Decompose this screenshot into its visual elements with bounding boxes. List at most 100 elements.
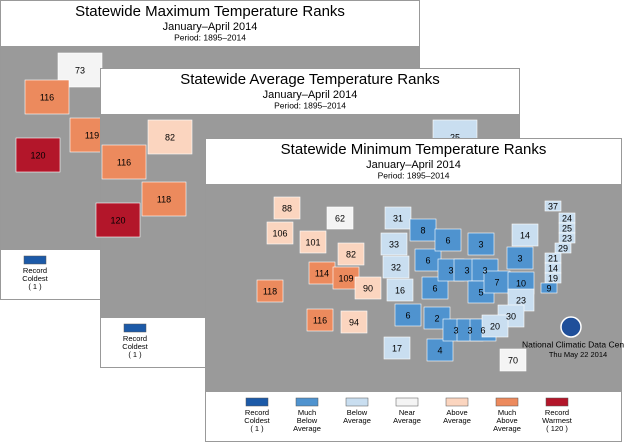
state-rank: 37 <box>548 201 558 211</box>
state-rank: 8 <box>420 225 425 235</box>
state-rank: 24 <box>562 213 572 223</box>
state-rank: 6 <box>405 310 410 320</box>
card-title: Statewide Maximum Temperature Ranks <box>75 3 345 20</box>
state-rank: 70 <box>508 355 518 365</box>
state <box>386 278 414 302</box>
state-rank: 10 <box>516 278 526 288</box>
legend-label: Much <box>498 408 516 417</box>
state-rank: 114 <box>315 268 329 278</box>
state-rank: 73 <box>75 65 85 75</box>
legend-label: Above <box>446 408 467 417</box>
state-rank: 120 <box>110 215 125 225</box>
legend-label: Record <box>23 266 47 275</box>
legend-label: Warmest <box>542 416 573 425</box>
state <box>499 348 527 372</box>
state <box>506 246 534 270</box>
legend-label: Near <box>399 408 416 417</box>
legend-label: ( 120 ) <box>546 424 568 433</box>
state <box>380 232 408 256</box>
state-rank: 9 <box>546 283 551 293</box>
state-rank: 6 <box>445 235 450 245</box>
legend-label: ( 1 ) <box>28 282 42 291</box>
card-title: Statewide Minimum Temperature Ranks <box>281 141 547 158</box>
state <box>326 206 354 230</box>
legend-label: Average <box>393 416 421 425</box>
state <box>337 242 365 266</box>
state <box>554 242 572 254</box>
state-rank: 3 <box>478 239 483 249</box>
legend-label: Coldest <box>22 274 48 283</box>
legend-label: Coldest <box>122 342 148 351</box>
state-rank: 25 <box>450 132 460 142</box>
legend-swatch <box>495 397 519 407</box>
state-rank: 14 <box>548 263 558 273</box>
credit: Thu May 22 2014 <box>549 350 607 359</box>
state <box>266 221 294 245</box>
state-rank: 82 <box>165 132 175 142</box>
card-period: Period: 1895–2014 <box>174 32 246 42</box>
state-rank: 3 <box>448 265 453 275</box>
state <box>299 230 327 254</box>
state <box>24 79 70 115</box>
state-rank: 19 <box>548 273 558 283</box>
state-rank: 6 <box>425 255 430 265</box>
state-rank: 7 <box>494 277 499 287</box>
state-rank: 23 <box>516 295 526 305</box>
state-rank: 25 <box>562 223 572 233</box>
state-rank: 4 <box>437 345 442 355</box>
legend-label: Below <box>297 416 318 425</box>
state <box>540 282 558 294</box>
logo <box>560 316 582 338</box>
legend-swatch <box>445 397 469 407</box>
state <box>481 314 509 338</box>
state-rank: 29 <box>558 243 568 253</box>
legend-swatch <box>345 397 369 407</box>
legend-label: Record <box>245 408 269 417</box>
map-card: Statewide Minimum Temperature RanksJanua… <box>205 138 624 442</box>
state-rank: 3 <box>482 265 487 275</box>
legend-label: Average <box>493 424 521 433</box>
legend-label: ( 1 ) <box>128 350 142 359</box>
state-rank: 109 <box>338 273 353 283</box>
legend-label: Record <box>545 408 569 417</box>
state-rank: 62 <box>335 213 345 223</box>
card-subtitle: January–April 2014 <box>263 89 358 101</box>
state <box>426 338 454 362</box>
state <box>340 310 368 334</box>
card-subtitle: January–April 2014 <box>163 21 258 33</box>
state-rank: 30 <box>506 311 516 321</box>
legend-swatch <box>23 255 47 265</box>
card-period: Period: 1895–2014 <box>274 100 346 110</box>
state-rank: 21 <box>548 253 558 263</box>
state-rank: 116 <box>117 157 131 167</box>
legend-label: Coldest <box>244 416 270 425</box>
state-rank: 116 <box>313 315 327 325</box>
state-rank: 20 <box>490 321 500 331</box>
state-rank: 3 <box>517 253 522 263</box>
legend-label: ( 1 ) <box>250 424 264 433</box>
state-rank: 119 <box>85 130 99 140</box>
legend-label: Average <box>293 424 321 433</box>
state <box>101 144 147 180</box>
state <box>141 181 187 217</box>
state-rank: 3 <box>464 265 469 275</box>
state-rank: 106 <box>272 228 287 238</box>
state-rank: 90 <box>363 283 373 293</box>
legend-swatch <box>395 397 419 407</box>
card-period: Period: 1895–2014 <box>378 170 450 180</box>
state-rank: 3 <box>453 325 458 335</box>
legend-swatch <box>545 397 569 407</box>
state <box>383 336 411 360</box>
state-rank: 31 <box>393 213 403 223</box>
state <box>394 303 422 327</box>
state <box>256 279 284 303</box>
state <box>434 228 462 252</box>
state-rank: 23 <box>562 233 572 243</box>
legend-label: Much <box>298 408 316 417</box>
state <box>384 206 412 230</box>
legend-label: Below <box>347 408 368 417</box>
card-subtitle: January–April 2014 <box>366 159 461 171</box>
state-rank: 118 <box>263 286 277 296</box>
state <box>544 200 562 212</box>
state <box>306 308 334 332</box>
